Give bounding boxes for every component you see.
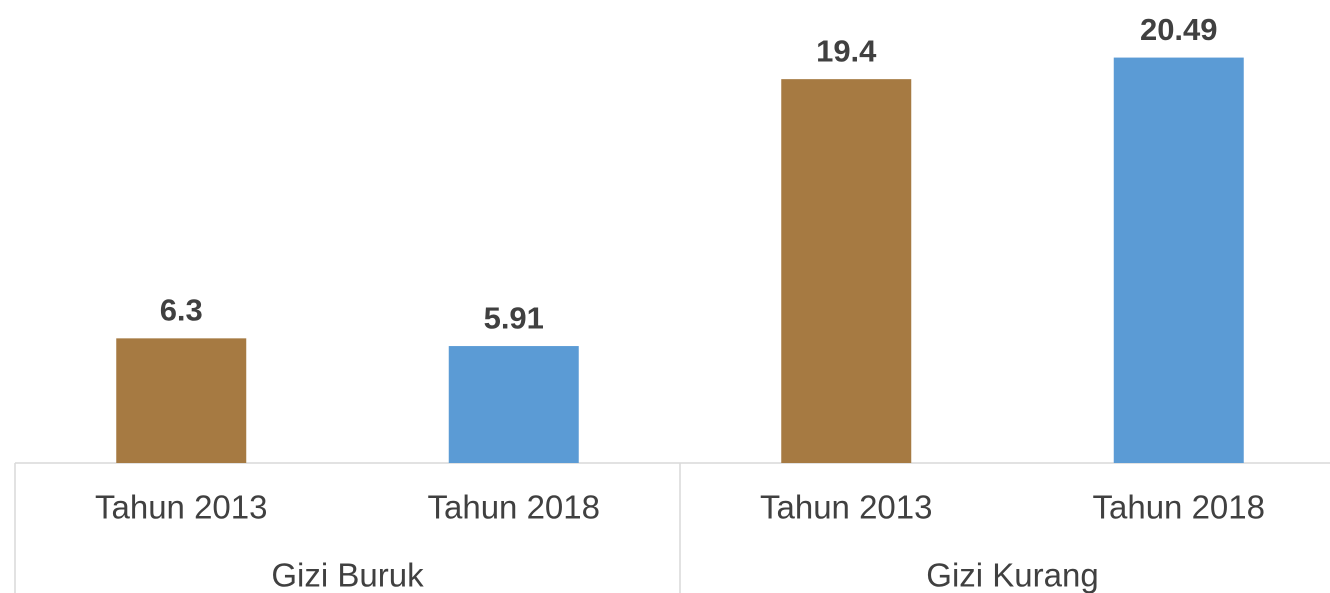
bar	[448, 346, 579, 463]
x-tick-label: Tahun 2018	[1093, 489, 1266, 526]
group-label: Gizi Buruk	[271, 557, 424, 593]
value-label: 6.3	[160, 293, 203, 328]
bar	[781, 79, 912, 464]
bar	[116, 338, 247, 463]
value-label: 5.91	[484, 300, 544, 335]
value-label: 19.4	[816, 33, 877, 68]
x-tick-label: Tahun 2018	[428, 489, 601, 526]
value-label: 20.49	[1140, 12, 1218, 47]
group-label: Gizi Kurang	[926, 557, 1098, 593]
bar	[1113, 57, 1244, 463]
x-tick-label: Tahun 2013	[760, 489, 933, 526]
x-tick-label: Tahun 2013	[95, 489, 268, 526]
